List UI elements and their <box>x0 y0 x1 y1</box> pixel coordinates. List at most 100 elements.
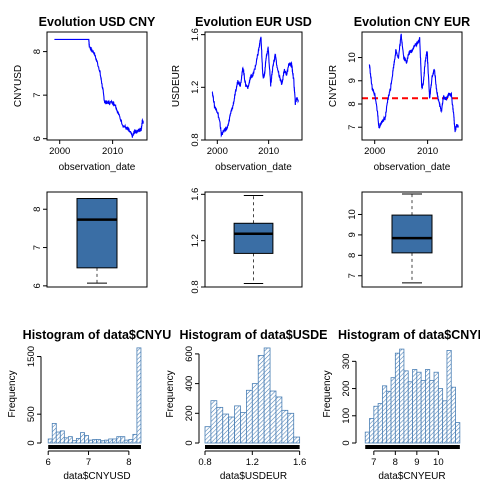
iqr-box <box>233 222 274 254</box>
x-axis-label: observation_date <box>215 162 292 173</box>
y-tick-label: 100 <box>341 408 352 424</box>
x-tick-label: 6 <box>46 457 51 468</box>
panel-hist_cny: Histogram of data$CNYU 6 7 8 data$CNYUSD 0 500… <box>7 328 171 480</box>
panel-hist_eur: Histogram of data$USDE 0.8 1.2 1.6 data$USDE… <box>165 328 327 480</box>
x-tick-label: 9 <box>414 457 419 468</box>
histogram-bar <box>72 440 77 444</box>
histogram-bar <box>210 400 218 444</box>
x-tick-label: 1.2 <box>246 457 259 468</box>
rug-marks <box>365 445 460 449</box>
y-tick-label: 0 <box>26 440 37 445</box>
y-tick-label: 6 <box>32 136 43 141</box>
histogram-bar <box>275 396 283 444</box>
histogram-bar <box>63 437 69 444</box>
y-tick-label: 200 <box>341 381 352 397</box>
y-tick-label: 8 <box>32 49 43 54</box>
y-tick-label: 0.8 <box>190 280 201 293</box>
panel-title: Histogram of data$USDE <box>180 328 328 342</box>
histogram-bar <box>403 370 409 444</box>
histogram-bar <box>80 432 85 444</box>
plot-frame <box>204 31 303 141</box>
y-tick-label: 7 <box>32 245 43 250</box>
histogram-bar <box>136 347 142 444</box>
x-tick-label: 8 <box>126 457 131 468</box>
histogram-bar <box>377 403 383 444</box>
histogram-bar <box>257 354 265 444</box>
y-tick-label: 1.2 <box>190 234 201 247</box>
histogram-bar <box>450 386 456 444</box>
series-line-0 <box>211 36 299 138</box>
histogram-bar <box>116 436 122 444</box>
histogram-bar <box>112 438 118 444</box>
x-axis-label: observation_date <box>59 162 136 173</box>
panel-box_eur: 0.8 1.2 1.6 <box>190 188 303 294</box>
iqr-box <box>391 214 433 254</box>
y-tick-label: 9 <box>347 232 358 237</box>
histogram-bar <box>246 389 253 444</box>
y-tick-label: 400 <box>184 376 195 392</box>
histogram-bar <box>399 348 405 444</box>
panel-ts_cny: Evolution USD CNY 2000 2010 observation_dat… <box>13 15 156 173</box>
histogram-bar <box>92 439 97 444</box>
histogram-bar <box>132 433 138 444</box>
y-axis-label: Frequency <box>165 370 176 417</box>
panel-ts_eur: Evolution EUR USD 2000 2010 observation_dat… <box>171 15 312 173</box>
histogram-bar <box>84 435 89 444</box>
histogram-bar <box>425 369 431 444</box>
histogram-bar <box>390 377 396 444</box>
y-tick-label: 1.6 <box>190 188 201 201</box>
histogram-bar <box>287 412 295 444</box>
y-tick-label: 7 <box>347 273 358 278</box>
histogram-bar <box>373 405 379 444</box>
x-tick-label: 0.8 <box>198 457 211 468</box>
x-axis-label: data$CNYEUR <box>378 471 445 480</box>
histogram-bar <box>100 440 106 444</box>
histogram-bar <box>120 436 126 444</box>
x-tick-label: 10 <box>433 457 444 468</box>
y-tick-label: 1.2 <box>190 81 201 94</box>
y-axis-label: CNYUSD <box>13 65 24 107</box>
panel-title: Histogram of data$CNYE <box>338 328 480 342</box>
histogram-bar <box>281 409 289 444</box>
panel-title: Evolution EUR USD <box>195 15 312 29</box>
rug-marks <box>205 445 300 449</box>
histogram-bar <box>433 371 439 444</box>
y-tick-label: 0.8 <box>190 133 201 146</box>
x-tick-label: 8 <box>393 457 398 468</box>
y-tick-label: 600 <box>184 346 195 362</box>
histogram-bar <box>104 439 110 444</box>
y-tick-label: 10 <box>347 209 358 220</box>
histogram-bar <box>437 388 444 444</box>
y-tick-label: 7 <box>32 92 43 97</box>
plot-frame <box>46 31 148 141</box>
x-tick-label: 7 <box>371 457 376 468</box>
histogram-bar <box>228 416 235 444</box>
y-axis-label: Frequency <box>322 370 333 417</box>
histogram-bar <box>382 385 388 444</box>
y-tick-label: 8 <box>347 101 358 106</box>
panel-title: Evolution CNY EUR <box>354 15 470 29</box>
histogram-bar <box>446 350 452 444</box>
y-tick-label: 9 <box>347 78 358 83</box>
x-tick-label: 7 <box>86 457 91 468</box>
histogram-bar <box>364 431 370 444</box>
y-axis-label: Frequency <box>7 370 18 417</box>
histogram-bar <box>407 381 413 444</box>
histogram-bar <box>234 405 241 444</box>
y-tick-label: 500 <box>26 406 37 422</box>
y-tick-label: 8 <box>347 253 358 258</box>
histogram-bar <box>51 422 57 444</box>
histogram-bar <box>269 390 277 444</box>
y-tick-label: 8 <box>32 207 43 212</box>
histogram-bar <box>108 438 114 444</box>
histogram-bar <box>429 379 435 444</box>
y-tick-label: 200 <box>184 405 195 421</box>
y-tick-label: 7 <box>347 125 358 130</box>
x-tick-label: 2010 <box>102 146 123 157</box>
histogram-bar <box>124 439 130 444</box>
histogram-bar <box>216 406 224 444</box>
y-tick-label: 0 <box>184 440 195 445</box>
x-axis-label: observation_date <box>374 162 451 173</box>
panel-hist_cnyeur: Histogram of data$CNYE 7 8 9 10 data$CNYEUR 0 1… <box>322 328 480 480</box>
histogram-bar <box>47 438 53 444</box>
